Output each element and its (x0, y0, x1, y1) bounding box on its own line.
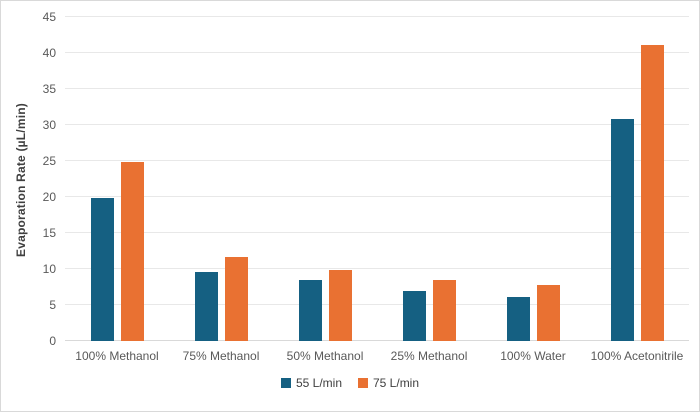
legend-label: 55 L/min (295, 376, 342, 390)
gridline (65, 268, 689, 270)
legend-label: 75 L/min (373, 376, 420, 390)
gridline (65, 232, 689, 233)
y-tick-label: 10 (42, 262, 56, 277)
legend-item: 55 L/min (280, 376, 342, 390)
y-tick-label: 30 (42, 118, 56, 132)
bar-55-l/min (298, 279, 322, 341)
legend: 55 L/min 75 L/min (1, 376, 699, 390)
x-category-label: 100% Methanol (75, 349, 159, 363)
bar-group (169, 17, 273, 341)
gridline (65, 88, 689, 89)
y-tick-label: 20 (42, 190, 56, 205)
y-tick-label: 45 (42, 10, 56, 24)
x-category-label: 100% Acetonitrile (590, 349, 684, 363)
legend-item: 75 L/min (358, 376, 419, 390)
legend-swatch-icon (358, 378, 368, 388)
bar-group (273, 17, 377, 341)
x-category-label: 25% Methanol (390, 349, 468, 363)
bar-75-l/min (640, 45, 664, 341)
gridline (65, 160, 689, 161)
bar-75-l/min (224, 256, 248, 341)
y-tick-label: 35 (42, 82, 56, 96)
bar-55-l/min (90, 198, 114, 341)
y-axis-tick-labels: 0 5 10 15 20 25 30 35 40 45 (1, 11, 56, 347)
gridline (65, 304, 689, 306)
gridline (65, 52, 689, 54)
x-axis-category-labels: 100% Methanol 75% Methanol 50% Methanol 25%… (65, 349, 689, 363)
gridline (65, 124, 689, 125)
y-tick-label: 5 (49, 298, 56, 313)
gridline (65, 16, 689, 17)
bar-75-l/min (328, 269, 352, 341)
bar-group (585, 17, 689, 341)
y-tick-label: 15 (42, 226, 56, 240)
bar-groups (65, 17, 689, 341)
bar-75-l/min (120, 162, 144, 341)
gridline (65, 196, 689, 198)
legend-swatch-icon (280, 378, 291, 388)
bar-55-l/min (194, 271, 218, 341)
y-tick-label: 0 (49, 334, 56, 348)
bar-55-l/min (610, 119, 634, 341)
x-category-label: 50% Methanol (286, 349, 364, 363)
x-axis-line (65, 340, 689, 341)
bar-55-l/min (402, 290, 426, 341)
bar-group (377, 17, 481, 341)
bar-group (65, 17, 169, 341)
bar-group (481, 17, 585, 341)
bar-55-l/min (506, 297, 530, 341)
bar-75-l/min (536, 284, 560, 341)
x-category-label: 100% Water (500, 349, 566, 363)
y-tick-label: 25 (42, 154, 56, 168)
y-tick-label: 40 (42, 46, 56, 61)
x-category-label: 75% Methanol (182, 349, 260, 363)
plot-area (65, 16, 689, 341)
bar-75-l/min (432, 279, 456, 341)
